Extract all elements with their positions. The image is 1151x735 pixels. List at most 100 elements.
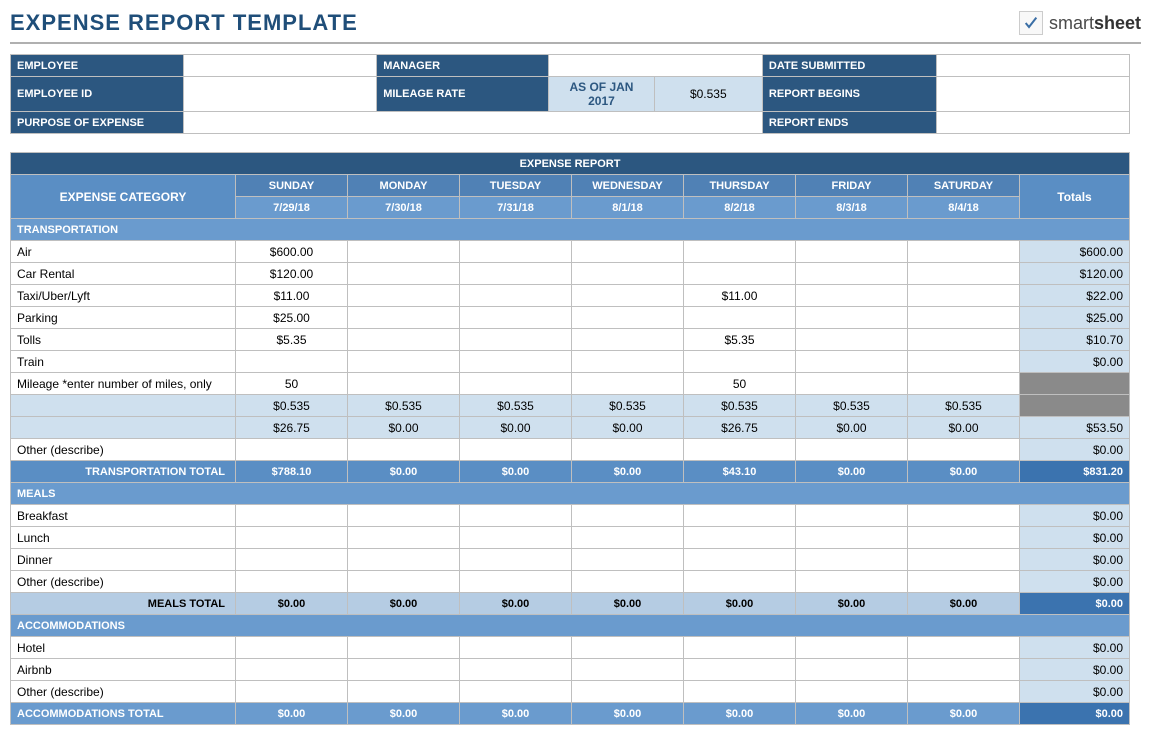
- cell[interactable]: [236, 351, 348, 373]
- cell[interactable]: [908, 263, 1020, 285]
- cell[interactable]: [348, 351, 460, 373]
- cell[interactable]: [572, 241, 684, 263]
- cell[interactable]: [572, 637, 684, 659]
- cell[interactable]: [348, 285, 460, 307]
- cell[interactable]: [908, 351, 1020, 373]
- cell[interactable]: [684, 681, 796, 703]
- cell[interactable]: [348, 527, 460, 549]
- cell[interactable]: [460, 373, 572, 395]
- cell[interactable]: [684, 307, 796, 329]
- cell[interactable]: [348, 681, 460, 703]
- cell[interactable]: [460, 285, 572, 307]
- cell[interactable]: [460, 241, 572, 263]
- cell[interactable]: [684, 439, 796, 461]
- cell[interactable]: [684, 241, 796, 263]
- purpose-value[interactable]: [184, 112, 763, 134]
- cell[interactable]: [796, 659, 908, 681]
- cell[interactable]: [796, 505, 908, 527]
- cell[interactable]: [572, 439, 684, 461]
- cell[interactable]: [236, 439, 348, 461]
- report-begins-value[interactable]: [936, 77, 1129, 112]
- cell[interactable]: [236, 549, 348, 571]
- cell[interactable]: $120.00: [236, 263, 348, 285]
- cell[interactable]: [908, 373, 1020, 395]
- employee-value[interactable]: [184, 55, 377, 77]
- cell[interactable]: [348, 263, 460, 285]
- cell[interactable]: [348, 637, 460, 659]
- cell[interactable]: [908, 681, 1020, 703]
- cell[interactable]: [572, 505, 684, 527]
- cell[interactable]: [684, 527, 796, 549]
- cell[interactable]: [908, 637, 1020, 659]
- cell[interactable]: [684, 659, 796, 681]
- cell[interactable]: [908, 527, 1020, 549]
- cell[interactable]: [684, 637, 796, 659]
- cell[interactable]: [348, 373, 460, 395]
- cell[interactable]: [796, 549, 908, 571]
- cell[interactable]: [796, 439, 908, 461]
- cell[interactable]: [908, 307, 1020, 329]
- cell[interactable]: [348, 571, 460, 593]
- cell[interactable]: [796, 285, 908, 307]
- cell[interactable]: [908, 285, 1020, 307]
- cell[interactable]: $11.00: [236, 285, 348, 307]
- cell[interactable]: [796, 637, 908, 659]
- cell[interactable]: $600.00: [236, 241, 348, 263]
- cell[interactable]: [572, 307, 684, 329]
- cell[interactable]: [348, 439, 460, 461]
- cell[interactable]: [796, 307, 908, 329]
- cell[interactable]: [796, 527, 908, 549]
- cell[interactable]: [460, 329, 572, 351]
- cell[interactable]: [796, 241, 908, 263]
- manager-value[interactable]: [549, 55, 763, 77]
- report-ends-value[interactable]: [936, 112, 1129, 134]
- cell[interactable]: [348, 549, 460, 571]
- cell[interactable]: [460, 351, 572, 373]
- cell[interactable]: [236, 571, 348, 593]
- cell[interactable]: [236, 637, 348, 659]
- cell[interactable]: [908, 329, 1020, 351]
- cell[interactable]: [908, 439, 1020, 461]
- cell[interactable]: [460, 527, 572, 549]
- cell[interactable]: [348, 307, 460, 329]
- date-submitted-value[interactable]: [936, 55, 1129, 77]
- cell[interactable]: [908, 505, 1020, 527]
- cell[interactable]: [572, 549, 684, 571]
- cell[interactable]: [908, 659, 1020, 681]
- cell[interactable]: $5.35: [684, 329, 796, 351]
- cell[interactable]: [796, 351, 908, 373]
- cell[interactable]: [796, 329, 908, 351]
- cell[interactable]: $5.35: [236, 329, 348, 351]
- cell[interactable]: [684, 549, 796, 571]
- cell[interactable]: [796, 373, 908, 395]
- cell[interactable]: [684, 571, 796, 593]
- cell[interactable]: [796, 263, 908, 285]
- cell[interactable]: $11.00: [684, 285, 796, 307]
- cell[interactable]: [460, 307, 572, 329]
- cell[interactable]: 50: [236, 373, 348, 395]
- cell[interactable]: [348, 505, 460, 527]
- cell[interactable]: [460, 505, 572, 527]
- cell[interactable]: [908, 571, 1020, 593]
- cell[interactable]: [572, 263, 684, 285]
- cell[interactable]: [460, 681, 572, 703]
- employee-id-value[interactable]: [184, 77, 377, 112]
- cell[interactable]: [684, 505, 796, 527]
- cell[interactable]: [236, 505, 348, 527]
- cell[interactable]: $25.00: [236, 307, 348, 329]
- cell[interactable]: [684, 351, 796, 373]
- cell[interactable]: [460, 439, 572, 461]
- cell[interactable]: [572, 571, 684, 593]
- cell[interactable]: [348, 241, 460, 263]
- cell[interactable]: [572, 659, 684, 681]
- cell[interactable]: [908, 241, 1020, 263]
- cell[interactable]: [460, 637, 572, 659]
- cell[interactable]: [460, 263, 572, 285]
- cell[interactable]: [684, 263, 796, 285]
- cell[interactable]: [572, 527, 684, 549]
- cell[interactable]: [348, 329, 460, 351]
- cell[interactable]: 50: [684, 373, 796, 395]
- cell[interactable]: [236, 659, 348, 681]
- cell[interactable]: [236, 527, 348, 549]
- cell[interactable]: [572, 681, 684, 703]
